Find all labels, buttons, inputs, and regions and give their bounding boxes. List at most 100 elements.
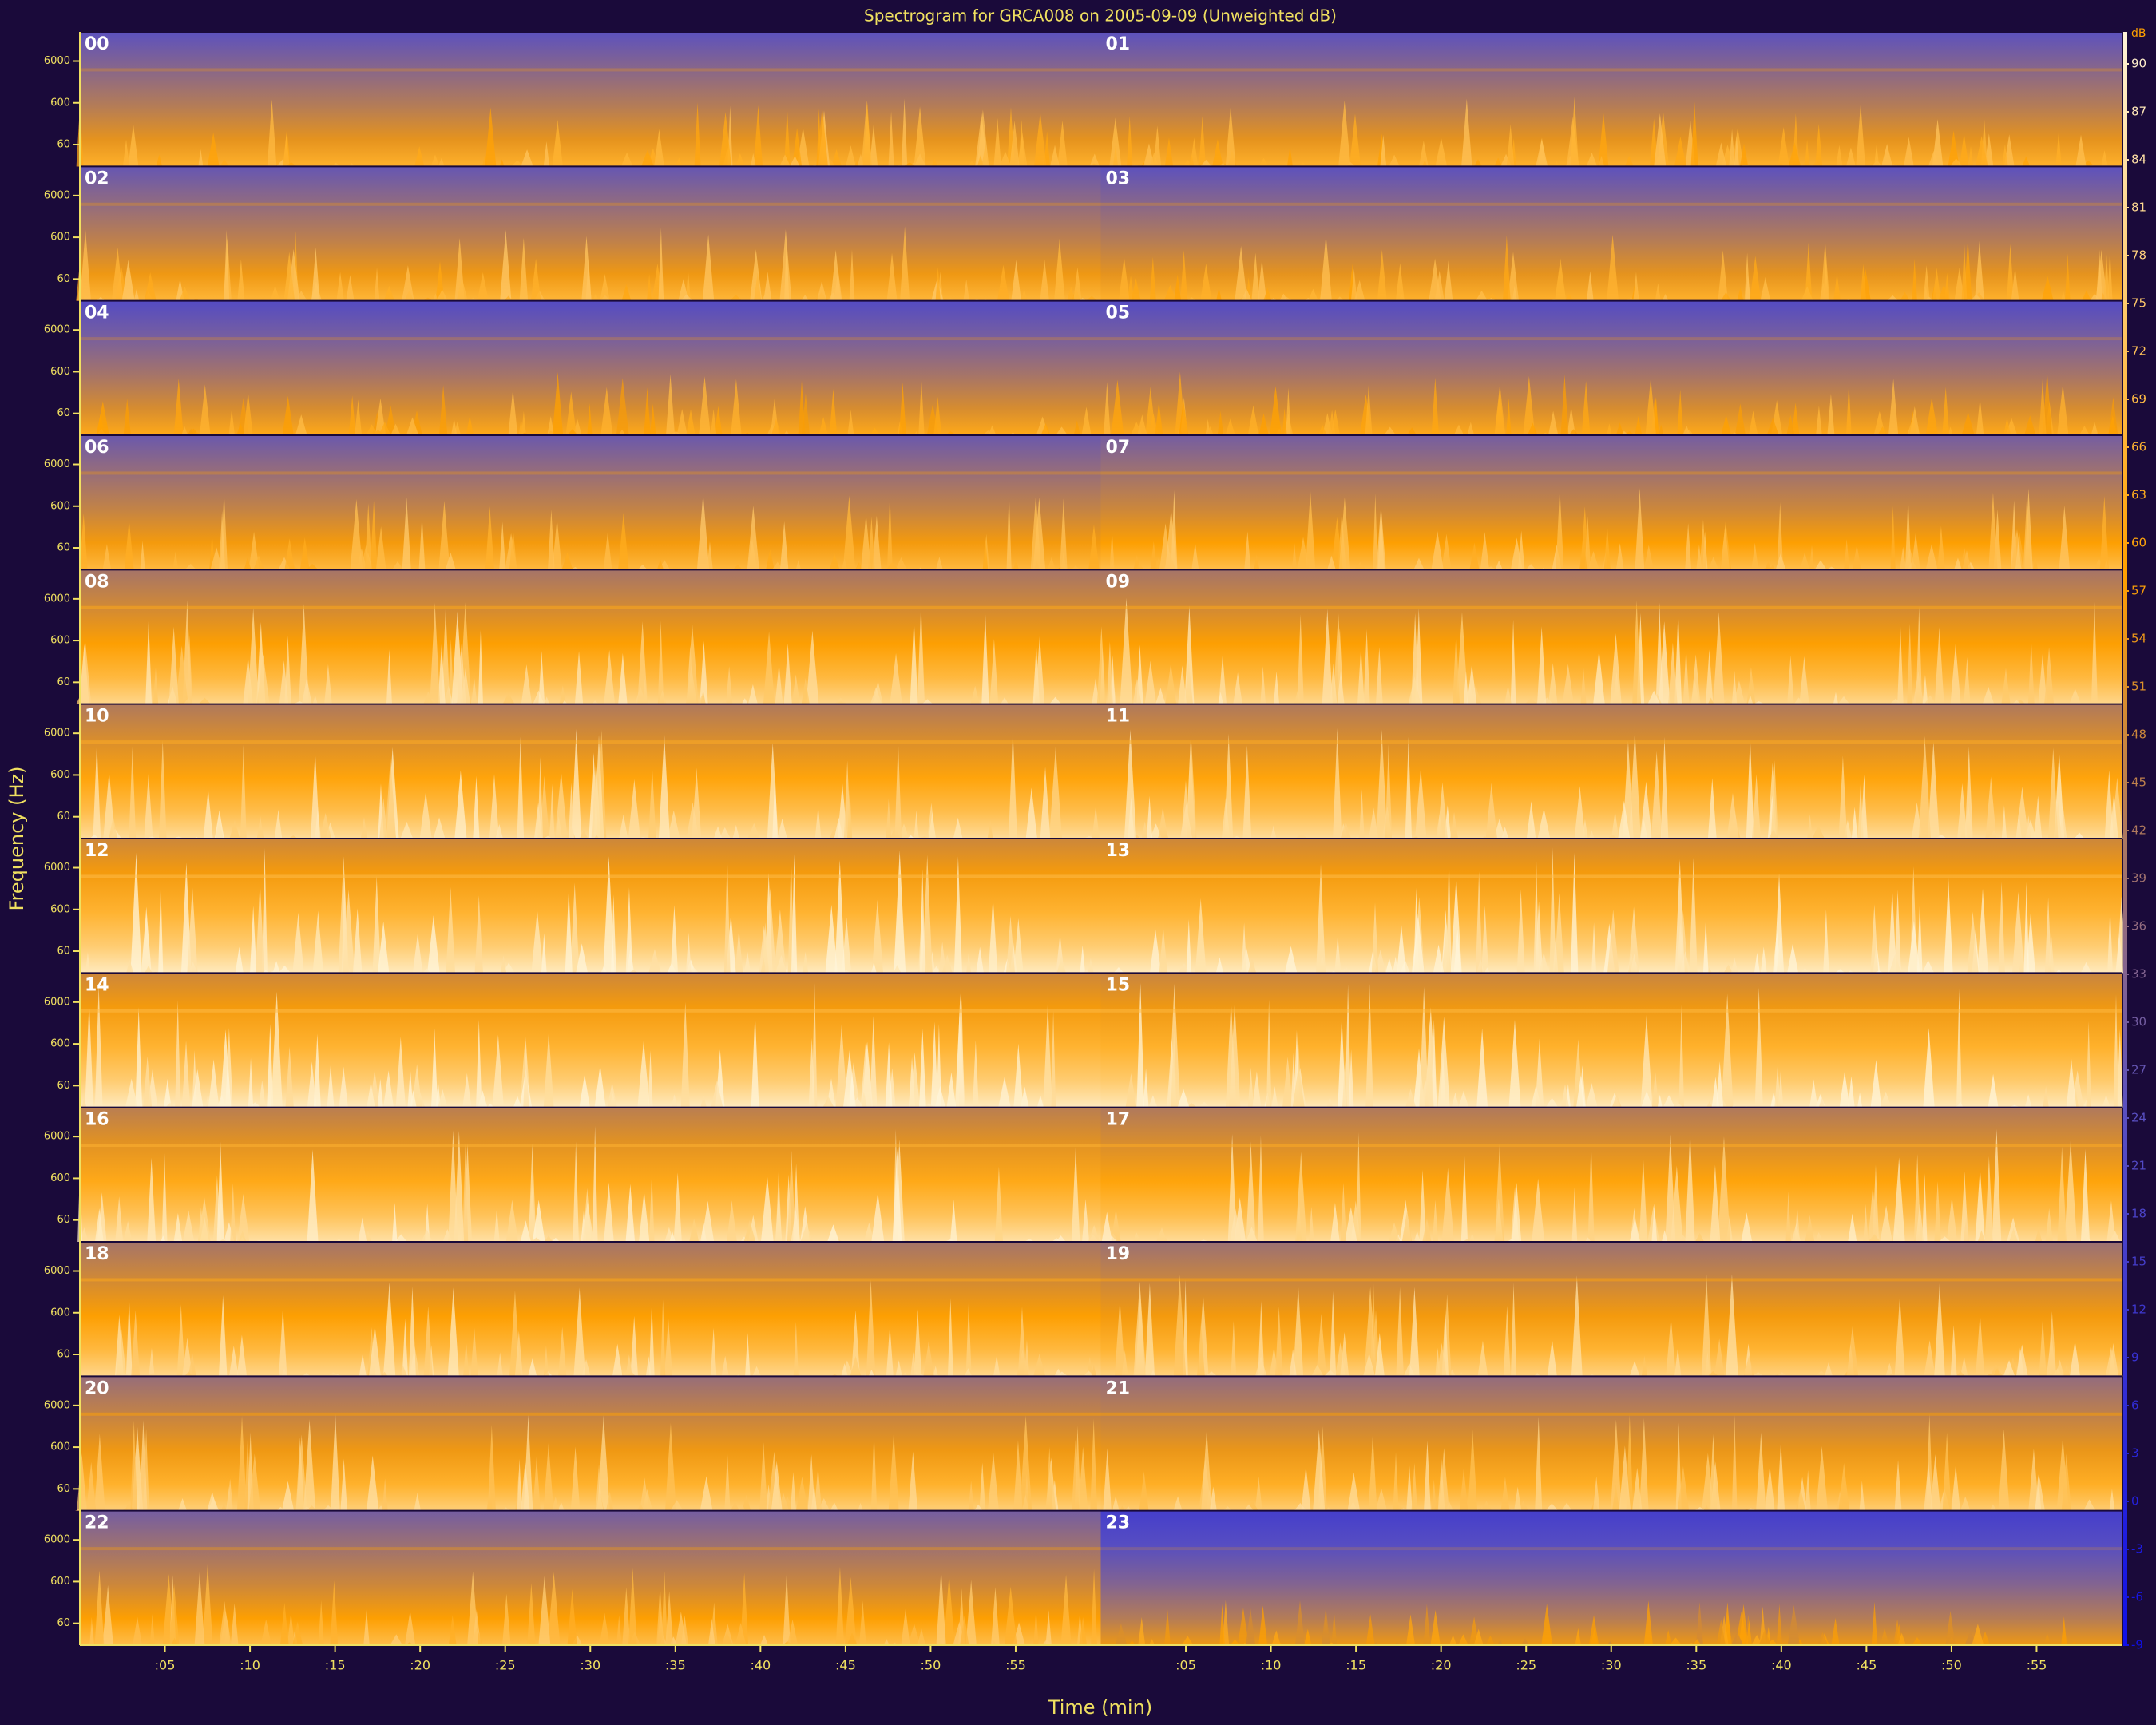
spectral-spike bbox=[182, 1338, 193, 1377]
spectral-spike bbox=[807, 1453, 815, 1511]
spectral-spike bbox=[830, 1502, 838, 1511]
spectral-spike bbox=[1113, 144, 1119, 167]
spectral-spike bbox=[168, 626, 179, 704]
spectral-spike bbox=[1257, 259, 1267, 301]
spectral-spike bbox=[1421, 160, 1428, 167]
spectral-spike bbox=[1480, 1501, 1492, 1511]
spectral-spike bbox=[2063, 1364, 2071, 1377]
spectral-spike bbox=[1484, 967, 1490, 974]
spectral-spike bbox=[711, 1081, 723, 1108]
y-tick-label: 6000 bbox=[44, 1265, 70, 1277]
y-tick-label: 600 bbox=[50, 97, 70, 109]
spectral-spike bbox=[1809, 1079, 1818, 1108]
spectral-spike bbox=[960, 1616, 969, 1645]
spectral-texture bbox=[1113, 847, 2127, 974]
spectral-spike bbox=[1579, 534, 1587, 570]
panel-band bbox=[1100, 1547, 2122, 1551]
spectral-spike bbox=[918, 1029, 926, 1108]
spectral-spike bbox=[642, 678, 648, 704]
spectral-spike bbox=[1838, 755, 1848, 839]
x-axis-label: Time (min) bbox=[1048, 1696, 1152, 1719]
spectral-spike bbox=[502, 1593, 511, 1645]
spectral-spike bbox=[1453, 632, 1460, 704]
spectral-spike bbox=[1925, 544, 1938, 570]
spectral-spike bbox=[910, 1351, 917, 1377]
spectral-spike bbox=[1723, 964, 1734, 974]
spectral-spike bbox=[1340, 1183, 1347, 1242]
spectral-spike bbox=[1337, 670, 1345, 704]
spectral-spike bbox=[172, 1238, 182, 1242]
spectral-spike bbox=[2002, 144, 2008, 167]
spectral-spike bbox=[447, 1287, 459, 1377]
spectral-spike bbox=[363, 1609, 370, 1645]
spectral-spike bbox=[418, 515, 426, 570]
spectral-spike bbox=[421, 1229, 433, 1242]
spectral-spike bbox=[433, 817, 446, 839]
spectral-spike bbox=[1444, 260, 1453, 301]
spectral-spike bbox=[739, 1505, 746, 1511]
y-tick-label: 600 bbox=[50, 1441, 70, 1453]
spectral-spike bbox=[1173, 1496, 1183, 1511]
spectral-spike bbox=[1021, 1494, 1029, 1511]
spectral-spike bbox=[1389, 154, 1400, 167]
spectral-spike bbox=[1219, 1372, 1228, 1377]
spectral-spike bbox=[1054, 238, 1065, 301]
spectral-spike bbox=[1651, 751, 1663, 839]
spectral-spike bbox=[1200, 159, 1212, 167]
spectral-spike bbox=[79, 513, 88, 570]
spectral-spike bbox=[921, 855, 933, 974]
spectral-spike bbox=[267, 99, 277, 167]
spectral-spike bbox=[287, 1612, 295, 1645]
spectral-spike bbox=[430, 154, 440, 167]
hour-label: 03 bbox=[1106, 169, 1131, 188]
spectral-spike bbox=[618, 652, 628, 704]
spectral-texture bbox=[83, 371, 1092, 435]
spectral-spike bbox=[1587, 551, 1599, 570]
spectral-spike bbox=[485, 107, 497, 167]
spectral-spike bbox=[1359, 789, 1365, 839]
spectral-spike bbox=[2117, 1369, 2123, 1377]
spectral-spike bbox=[1778, 127, 1789, 167]
spectral-spike bbox=[2101, 149, 2108, 167]
spectral-spike bbox=[1342, 1061, 1348, 1108]
spectral-spike bbox=[390, 423, 401, 435]
spectral-spike bbox=[1527, 422, 1538, 435]
spectral-spike bbox=[1885, 1362, 1894, 1377]
spectral-spike bbox=[1977, 888, 1988, 974]
spectral-texture bbox=[1108, 728, 2123, 839]
spectral-spike bbox=[144, 272, 157, 301]
spectral-spike bbox=[400, 821, 414, 839]
spectral-spike bbox=[1407, 427, 1417, 435]
spectral-spike bbox=[551, 1237, 561, 1242]
spectral-spike bbox=[745, 1333, 751, 1377]
spectral-spike bbox=[783, 109, 791, 167]
spectral-spike bbox=[530, 258, 541, 301]
spectral-spike bbox=[1944, 878, 1953, 974]
spectral-spike bbox=[89, 834, 99, 839]
spectral-spike bbox=[521, 149, 533, 167]
spectral-spike bbox=[1568, 429, 1579, 435]
spectral-spike bbox=[383, 1282, 396, 1377]
spectral-spike bbox=[448, 1615, 457, 1645]
spectral-spike bbox=[1639, 1157, 1648, 1242]
spectral-spike bbox=[743, 1219, 756, 1242]
spectral-spike bbox=[914, 1309, 922, 1377]
spectral-spike bbox=[478, 629, 483, 704]
spectral-spike bbox=[468, 297, 478, 301]
spectral-spike bbox=[358, 1217, 367, 1242]
spectral-spike bbox=[295, 414, 307, 435]
spectral-spike bbox=[1223, 1506, 1233, 1511]
chart-title: Spectrogram for GRCA008 on 2005-09-09 (U… bbox=[864, 6, 1337, 26]
spectral-spike bbox=[1695, 1601, 1703, 1645]
spectral-spike bbox=[1805, 242, 1813, 301]
spectral-spike bbox=[1186, 919, 1191, 974]
spectral-spike bbox=[868, 1370, 875, 1377]
spectral-spike bbox=[237, 1193, 250, 1242]
spectral-spike bbox=[1227, 1133, 1237, 1242]
spectral-spike bbox=[1918, 736, 1932, 839]
spectral-spike bbox=[1270, 386, 1282, 435]
spectral-spike bbox=[870, 1432, 878, 1511]
spectral-spike bbox=[1118, 256, 1130, 301]
spectral-spike bbox=[1186, 743, 1197, 839]
spectrogram-panel bbox=[1100, 1242, 2122, 1377]
